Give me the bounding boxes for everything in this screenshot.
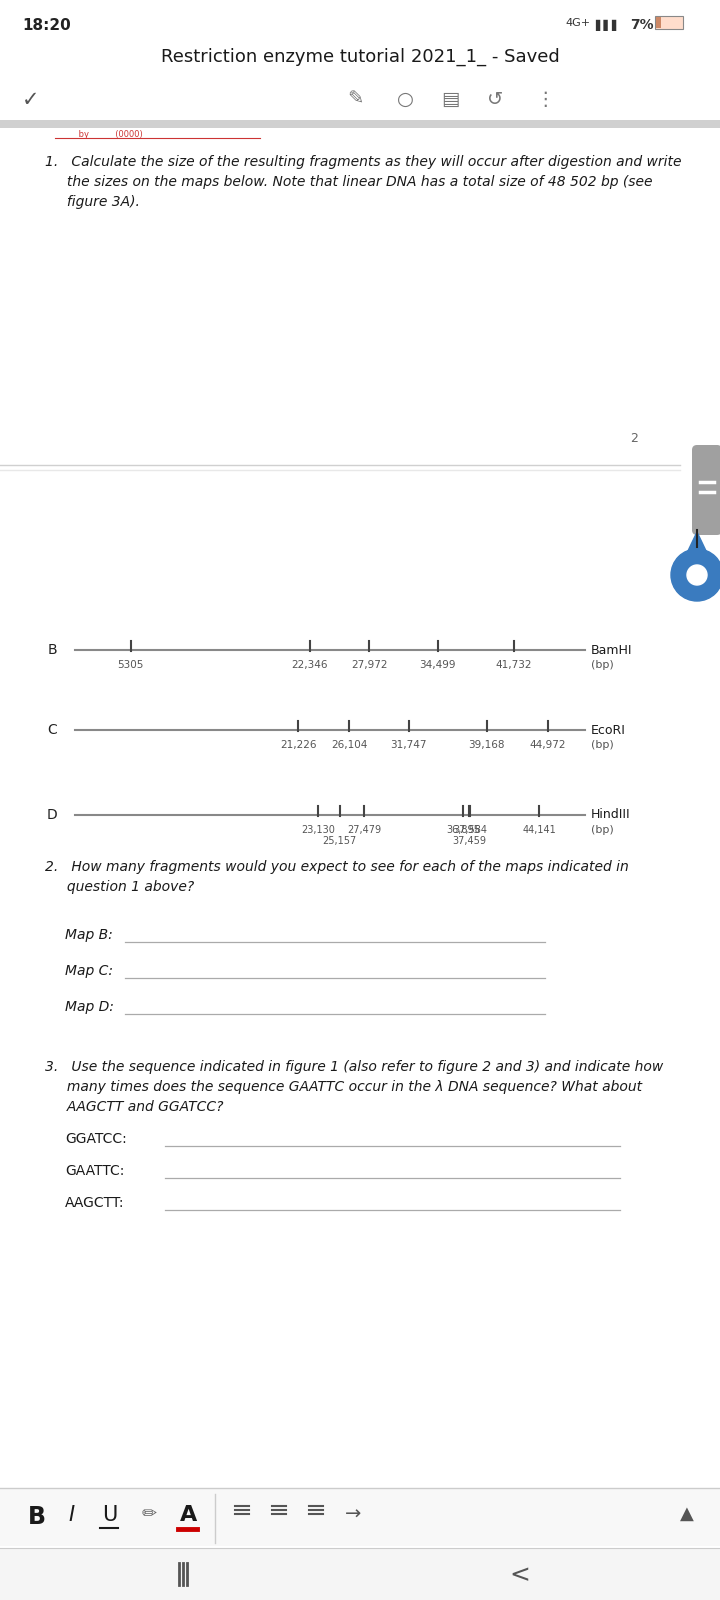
Text: 41,732: 41,732 bbox=[495, 659, 532, 670]
Text: AAGCTT and GGATCC?: AAGCTT and GGATCC? bbox=[45, 1101, 223, 1114]
Text: HindIII: HindIII bbox=[591, 808, 631, 821]
Text: 7%: 7% bbox=[630, 18, 654, 32]
Text: GAATTC:: GAATTC: bbox=[65, 1165, 125, 1178]
Polygon shape bbox=[687, 531, 707, 554]
Bar bbox=[0, 120, 720, 128]
Text: question 1 above?: question 1 above? bbox=[45, 880, 194, 894]
Text: many times does the sequence GAATTC occur in the λ DNA sequence? What about: many times does the sequence GAATTC occu… bbox=[45, 1080, 642, 1094]
Text: 39,168: 39,168 bbox=[469, 739, 505, 750]
Text: AAGCTT:: AAGCTT: bbox=[65, 1197, 125, 1210]
Bar bbox=[0, 1549, 720, 1600]
Text: <: < bbox=[510, 1563, 531, 1587]
Text: 44,972: 44,972 bbox=[530, 739, 566, 750]
Text: 2: 2 bbox=[630, 432, 638, 445]
Text: (bp): (bp) bbox=[591, 739, 613, 750]
Text: ○: ○ bbox=[397, 90, 413, 109]
Text: BamHI: BamHI bbox=[591, 643, 632, 656]
Text: 1.   Calculate the size of the resulting fragments as they will occur after dige: 1. Calculate the size of the resulting f… bbox=[45, 155, 682, 170]
Text: EcoRI: EcoRI bbox=[591, 723, 626, 736]
Text: ⋮: ⋮ bbox=[535, 90, 554, 109]
FancyBboxPatch shape bbox=[692, 445, 720, 534]
Text: (bp): (bp) bbox=[591, 659, 613, 670]
Text: I: I bbox=[68, 1506, 74, 1525]
Text: 22,346: 22,346 bbox=[292, 659, 328, 670]
Text: 44,141: 44,141 bbox=[522, 826, 556, 835]
Text: GGATCC:: GGATCC: bbox=[65, 1133, 127, 1146]
Text: 37,584: 37,584 bbox=[453, 826, 487, 835]
Text: U: U bbox=[102, 1506, 117, 1525]
FancyBboxPatch shape bbox=[655, 16, 683, 29]
Text: ✓: ✓ bbox=[22, 90, 40, 110]
Text: B: B bbox=[28, 1506, 46, 1530]
Text: by          (0000): by (0000) bbox=[55, 130, 143, 139]
Text: 31,747: 31,747 bbox=[390, 739, 427, 750]
Text: Map D:: Map D: bbox=[65, 1000, 114, 1014]
Text: D: D bbox=[46, 808, 57, 822]
Text: ▌▌▌: ▌▌▌ bbox=[595, 19, 621, 32]
Text: figure 3A).: figure 3A). bbox=[45, 195, 140, 210]
Text: Map C:: Map C: bbox=[65, 963, 113, 978]
Text: (bp): (bp) bbox=[591, 826, 613, 835]
Text: 37,459: 37,459 bbox=[452, 835, 486, 846]
Text: 23,130: 23,130 bbox=[301, 826, 335, 835]
Text: Map B:: Map B: bbox=[65, 928, 113, 942]
Text: 2.   How many fragments would you expect to see for each of the maps indicated i: 2. How many fragments would you expect t… bbox=[45, 861, 629, 874]
Text: B: B bbox=[48, 643, 57, 658]
Text: 26,104: 26,104 bbox=[331, 739, 368, 750]
Text: ↺: ↺ bbox=[487, 90, 503, 109]
Text: 27,972: 27,972 bbox=[351, 659, 387, 670]
Text: ▲: ▲ bbox=[680, 1506, 694, 1523]
Text: the sizes on the maps below. Note that linear DNA has a total size of 48 502 bp : the sizes on the maps below. Note that l… bbox=[45, 174, 652, 189]
Text: 18:20: 18:20 bbox=[22, 18, 71, 34]
Text: ✏: ✏ bbox=[142, 1506, 157, 1523]
Text: 5305: 5305 bbox=[117, 659, 144, 670]
Text: 25,157: 25,157 bbox=[323, 835, 356, 846]
FancyBboxPatch shape bbox=[656, 18, 661, 27]
Text: →: → bbox=[345, 1506, 361, 1523]
Text: C: C bbox=[48, 723, 57, 738]
Text: 21,226: 21,226 bbox=[280, 739, 317, 750]
Text: 36,895: 36,895 bbox=[446, 826, 480, 835]
Circle shape bbox=[671, 549, 720, 602]
Text: A: A bbox=[180, 1506, 197, 1525]
Text: 4G+: 4G+ bbox=[565, 18, 590, 27]
Text: 3.   Use the sequence indicated in figure 1 (also refer to figure 2 and 3) and i: 3. Use the sequence indicated in figure … bbox=[45, 1059, 663, 1074]
Circle shape bbox=[687, 565, 707, 586]
Text: ▤: ▤ bbox=[441, 90, 459, 109]
Text: ✎: ✎ bbox=[347, 90, 363, 109]
Bar bbox=[0, 1488, 720, 1546]
Text: 34,499: 34,499 bbox=[420, 659, 456, 670]
Text: 27,479: 27,479 bbox=[347, 826, 381, 835]
Text: Restriction enzyme tutorial 2021_1_ - Saved: Restriction enzyme tutorial 2021_1_ - Sa… bbox=[161, 48, 559, 66]
